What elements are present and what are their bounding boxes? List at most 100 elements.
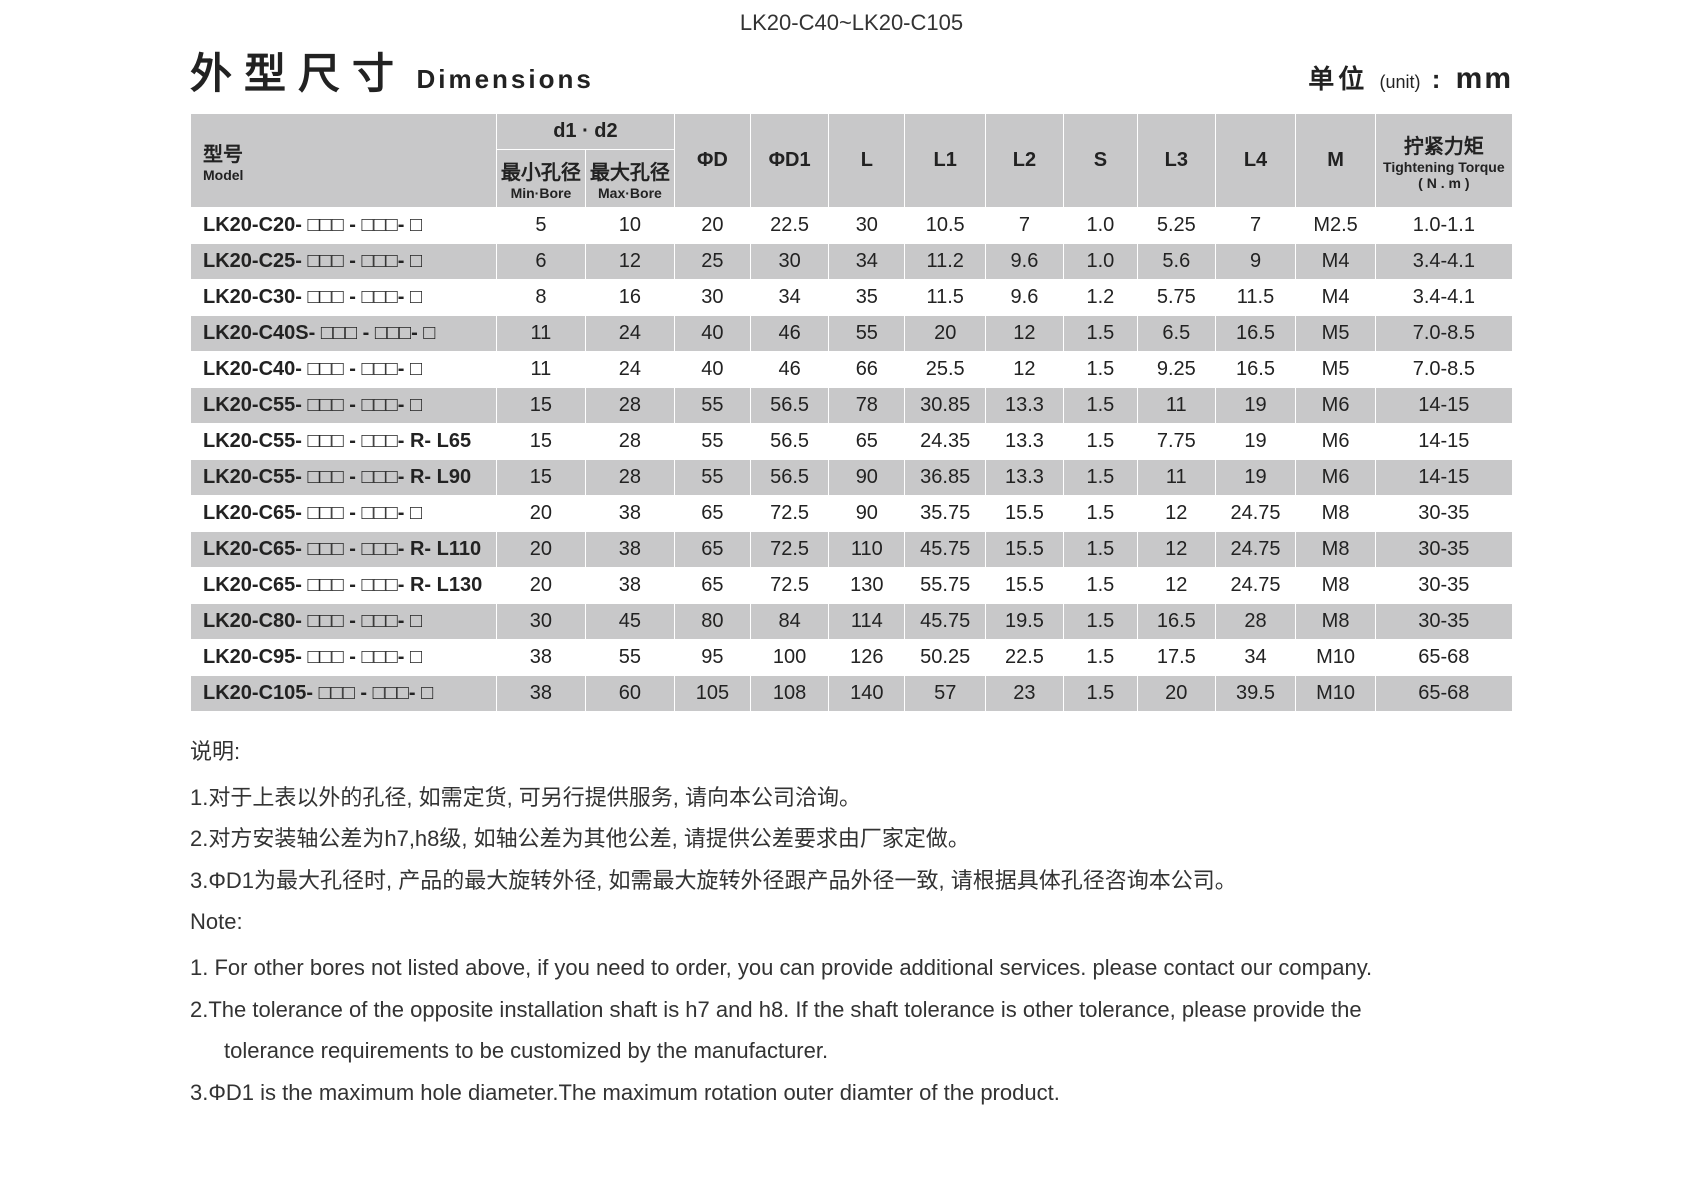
col-S: S	[1063, 114, 1137, 208]
table-cell: 30-35	[1375, 604, 1512, 640]
table-cell: 1.5	[1063, 424, 1137, 460]
table-cell: 20	[905, 316, 986, 352]
unit-colon: :	[1432, 64, 1445, 94]
table-cell: M10	[1296, 676, 1375, 712]
table-cell: 12	[1138, 568, 1216, 604]
table-row: LK20-C30- □□□ - □□□- □81630343511.59.61.…	[191, 280, 1513, 316]
table-cell: 55	[674, 460, 750, 496]
table-cell: 24.75	[1215, 568, 1296, 604]
table-cell: 13.3	[986, 424, 1064, 460]
table-cell: 56.5	[750, 460, 828, 496]
note-cn-2: 2.对方安装轴公差为h7,h8级, 如轴公差为其他公差, 请提供公差要求由厂家定…	[190, 819, 1513, 859]
table-cell: 84	[750, 604, 828, 640]
table-cell: M2.5	[1296, 208, 1375, 244]
table-cell: LK20-C95- □□□ - □□□- □	[191, 640, 497, 676]
table-cell: 39.5	[1215, 676, 1296, 712]
table-cell: 40	[674, 316, 750, 352]
table-cell: 66	[829, 352, 905, 388]
table-cell: M4	[1296, 280, 1375, 316]
table-cell: 12	[1138, 532, 1216, 568]
col-maxbore: 最大孔径 Max·Bore	[585, 150, 674, 208]
table-cell: 3.4-4.1	[1375, 280, 1512, 316]
table-cell: M8	[1296, 568, 1375, 604]
table-cell: 1.5	[1063, 640, 1137, 676]
table-row: LK20-C55- □□□ - □□□- R- L6515285556.5652…	[191, 424, 1513, 460]
table-cell: 57	[905, 676, 986, 712]
table-cell: 8	[496, 280, 585, 316]
table-cell: 7	[986, 208, 1064, 244]
col-minbore: 最小孔径 Min·Bore	[496, 150, 585, 208]
col-torque-en: Tightening Torque	[1380, 159, 1508, 175]
table-cell: LK20-C55- □□□ - □□□- R- L65	[191, 424, 497, 460]
table-cell: 3.4-4.1	[1375, 244, 1512, 280]
table-cell: 7.75	[1138, 424, 1216, 460]
col-model-cn: 型号	[203, 144, 243, 166]
table-cell: LK20-C55- □□□ - □□□- □	[191, 388, 497, 424]
title-en: Dimensions	[416, 64, 593, 94]
table-cell: 1.2	[1063, 280, 1137, 316]
unit-label: 单位 (unit) : mm	[1308, 59, 1513, 96]
table-cell: LK20-C105- □□□ - □□□- □	[191, 676, 497, 712]
table-body: LK20-C20- □□□ - □□□- □5102022.53010.571.…	[191, 208, 1513, 712]
table-cell: 100	[750, 640, 828, 676]
table-cell: LK20-C65- □□□ - □□□- R- L130	[191, 568, 497, 604]
table-cell: 19	[1215, 460, 1296, 496]
table-cell: 80	[674, 604, 750, 640]
table-cell: LK20-C65- □□□ - □□□- □	[191, 496, 497, 532]
table-row: LK20-C65- □□□ - □□□- R- L13020386572.513…	[191, 568, 1513, 604]
table-cell: M8	[1296, 604, 1375, 640]
table-cell: 28	[585, 424, 674, 460]
unit-cn: 单位	[1308, 64, 1368, 94]
table-cell: 14-15	[1375, 460, 1512, 496]
table-cell: 105	[674, 676, 750, 712]
table-cell: 12	[1138, 496, 1216, 532]
table-cell: 20	[496, 532, 585, 568]
table-cell: 30	[496, 604, 585, 640]
table-cell: 1.5	[1063, 676, 1137, 712]
table-cell: 1.0	[1063, 244, 1137, 280]
title-cn: 外型尺寸	[190, 50, 406, 97]
table-cell: 1.5	[1063, 496, 1137, 532]
table-cell: 11	[1138, 388, 1216, 424]
table-cell: 12	[986, 316, 1064, 352]
table-cell: 20	[496, 496, 585, 532]
table-cell: 9.6	[986, 244, 1064, 280]
table-cell: 28	[585, 388, 674, 424]
table-cell: 46	[750, 316, 828, 352]
table-cell: 25.5	[905, 352, 986, 388]
notes-section: 说明: 1.对于上表以外的孔径, 如需定货, 可另行提供服务, 请向本公司洽询。…	[0, 712, 1703, 1112]
table-cell: 11.5	[1215, 280, 1296, 316]
table-cell: 13.3	[986, 460, 1064, 496]
table-cell: 140	[829, 676, 905, 712]
table-cell: 5.75	[1138, 280, 1216, 316]
table-cell: M6	[1296, 424, 1375, 460]
table-cell: 16.5	[1215, 316, 1296, 352]
table-cell: 15	[496, 388, 585, 424]
table-cell: 38	[496, 640, 585, 676]
unit-mm: mm	[1456, 62, 1513, 95]
table-row: LK20-C65- □□□ - □□□- □20386572.59035.751…	[191, 496, 1513, 532]
col-d1d2: d1 · d2	[496, 114, 674, 150]
table-cell: 78	[829, 388, 905, 424]
table-row: LK20-C80- □□□ - □□□- □3045808411445.7519…	[191, 604, 1513, 640]
table-row: LK20-C95- □□□ - □□□- □38559510012650.252…	[191, 640, 1513, 676]
table-cell: 22.5	[986, 640, 1064, 676]
col-L1: L1	[905, 114, 986, 208]
col-torque-unit: ( N . m )	[1380, 175, 1508, 191]
table-head: 型号 Model d1 · d2 ΦD ΦD1 L L1 L2 S L3 L4 …	[191, 114, 1513, 208]
note-en-3: 3.ΦD1 is the maximum hole diameter.The m…	[190, 1073, 1513, 1113]
table-cell: 10.5	[905, 208, 986, 244]
notes-hd-en: Note:	[190, 902, 1513, 942]
table-cell: 24.75	[1215, 496, 1296, 532]
table-cell: 38	[585, 496, 674, 532]
table-cell: 15.5	[986, 532, 1064, 568]
table-cell: 72.5	[750, 532, 828, 568]
dimensions-table: 型号 Model d1 · d2 ΦD ΦD1 L L1 L2 S L3 L4 …	[190, 113, 1513, 712]
table-cell: 19	[1215, 424, 1296, 460]
table-cell: 20	[496, 568, 585, 604]
unit-paren: (unit)	[1379, 72, 1420, 92]
table-cell: 11.2	[905, 244, 986, 280]
table-cell: M4	[1296, 244, 1375, 280]
table-cell: 108	[750, 676, 828, 712]
table-cell: 30-35	[1375, 496, 1512, 532]
